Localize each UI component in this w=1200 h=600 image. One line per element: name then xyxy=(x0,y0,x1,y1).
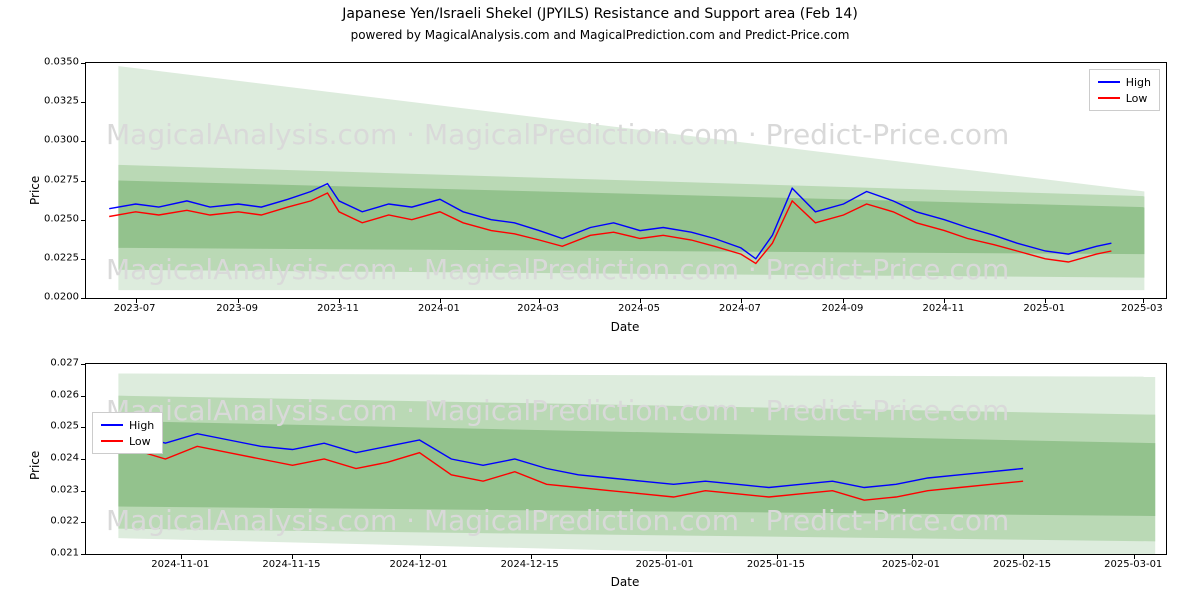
legend-item-high: High xyxy=(101,417,154,433)
ytick-label: 0.022 xyxy=(19,516,79,527)
legend-swatch-high xyxy=(1098,81,1120,83)
chart-subtitle: powered by MagicalAnalysis.com and Magic… xyxy=(0,28,1200,42)
legend-label-high: High xyxy=(129,419,154,432)
ytick-label: 0.025 xyxy=(19,421,79,432)
xtick-label: 2024-11-01 xyxy=(151,559,209,570)
xtick-label: 2024-11 xyxy=(922,303,964,314)
legend-swatch-high xyxy=(101,424,123,426)
xtick-label: 2025-02-01 xyxy=(882,559,940,570)
ytick-label: 0.027 xyxy=(19,358,79,369)
top-legend: High Low xyxy=(1089,69,1160,111)
top-chart-panel: MagicalAnalysis.com · MagicalPrediction.… xyxy=(85,62,1167,299)
xtick-label: 2023-07 xyxy=(114,303,156,314)
bottom-legend: High Low xyxy=(92,412,163,454)
bottom-xlabel: Date xyxy=(575,575,675,589)
legend-swatch-low xyxy=(101,440,123,442)
xtick-label: 2024-03 xyxy=(517,303,559,314)
bottom-chart-svg xyxy=(86,364,1166,554)
xtick-label: 2023-11 xyxy=(317,303,359,314)
ytick-label: 0.0225 xyxy=(19,252,79,263)
ytick-label: 0.0200 xyxy=(19,292,79,303)
ytick-label: 0.021 xyxy=(19,548,79,559)
top-chart-svg xyxy=(86,63,1166,298)
legend-item-high: High xyxy=(1098,74,1151,90)
top-xlabel: Date xyxy=(575,320,675,334)
ytick-label: 0.0325 xyxy=(19,96,79,107)
legend-label-low: Low xyxy=(1126,92,1148,105)
xtick-label: 2025-01 xyxy=(1023,303,1065,314)
xtick-label: 2025-03 xyxy=(1121,303,1163,314)
legend-item-low: Low xyxy=(101,433,154,449)
ytick-label: 0.026 xyxy=(19,389,79,400)
ytick-label: 0.0250 xyxy=(19,213,79,224)
bottom-chart-panel: MagicalAnalysis.com · MagicalPrediction.… xyxy=(85,363,1167,555)
legend-item-low: Low xyxy=(1098,90,1151,106)
xtick-label: 2024-07 xyxy=(719,303,761,314)
chart-title: Japanese Yen/Israeli Shekel (JPYILS) Res… xyxy=(0,6,1200,22)
xtick-label: 2024-11-15 xyxy=(262,559,320,570)
xtick-label: 2025-01-01 xyxy=(636,559,694,570)
xtick-label: 2023-09 xyxy=(216,303,258,314)
ytick-label: 0.0275 xyxy=(19,174,79,185)
legend-label-high: High xyxy=(1126,76,1151,89)
legend-label-low: Low xyxy=(129,435,151,448)
xtick-label: 2024-12-01 xyxy=(389,559,447,570)
ytick-label: 0.0350 xyxy=(19,57,79,68)
xtick-label: 2024-01 xyxy=(418,303,460,314)
xtick-label: 2024-09 xyxy=(822,303,864,314)
xtick-label: 2025-01-15 xyxy=(747,559,805,570)
xtick-label: 2024-12-15 xyxy=(501,559,559,570)
figure: Japanese Yen/Israeli Shekel (JPYILS) Res… xyxy=(0,0,1200,600)
ytick-label: 0.023 xyxy=(19,484,79,495)
ytick-label: 0.0300 xyxy=(19,135,79,146)
ytick-label: 0.024 xyxy=(19,453,79,464)
legend-swatch-low xyxy=(1098,97,1120,99)
xtick-label: 2025-03-01 xyxy=(1104,559,1162,570)
xtick-label: 2024-05 xyxy=(618,303,660,314)
xtick-label: 2025-02-15 xyxy=(993,559,1051,570)
